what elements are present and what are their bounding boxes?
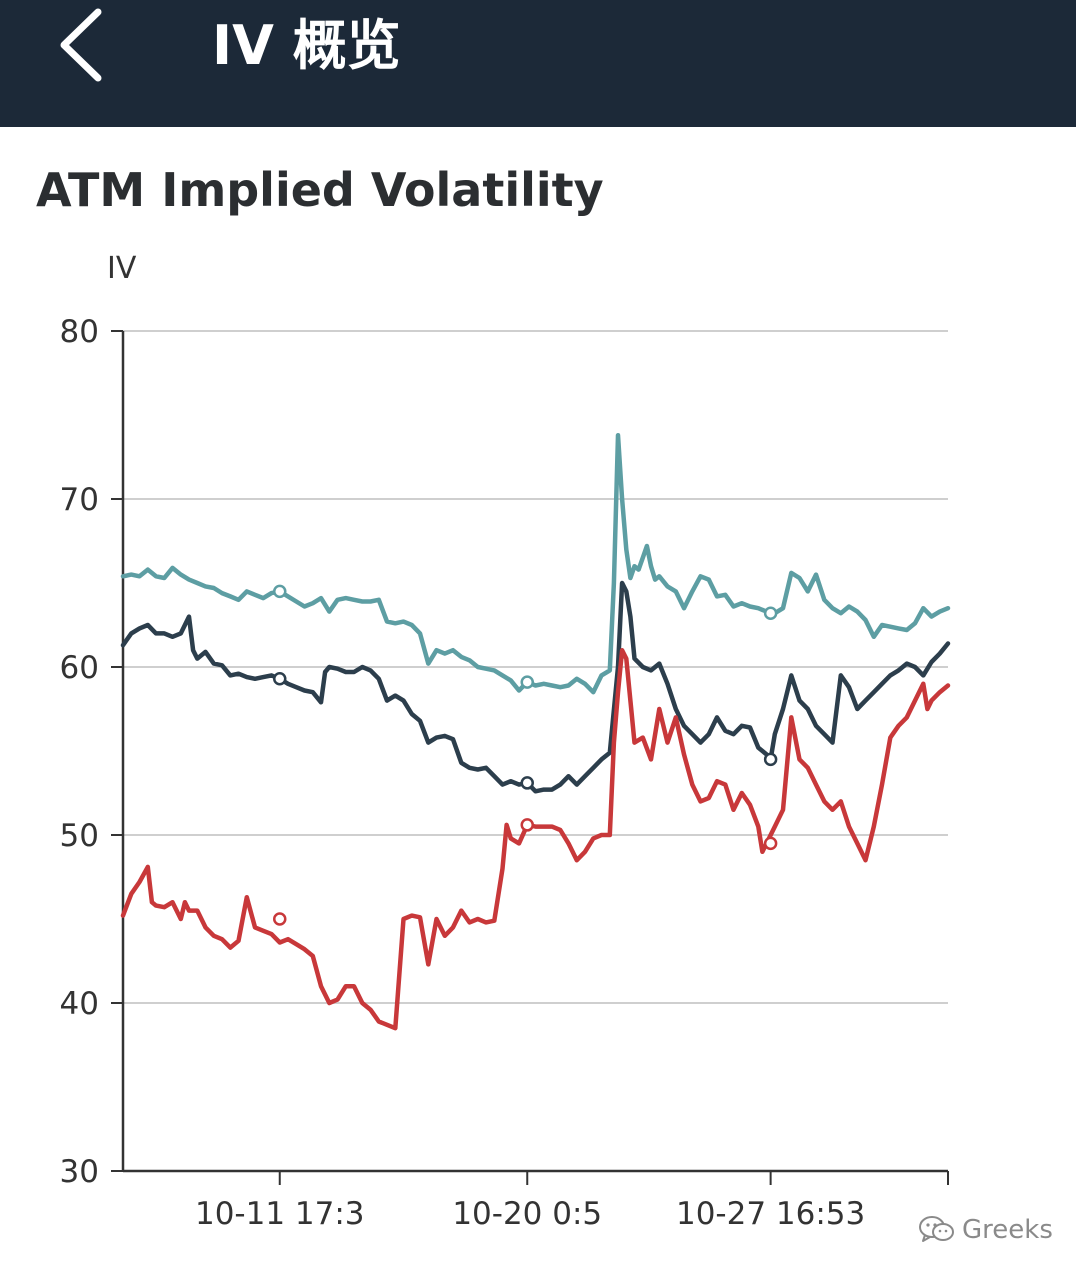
series-line-1 xyxy=(120,432,951,695)
y-tick-label: 80 xyxy=(60,314,99,350)
iv-line-chart: IV 30 40 50 60 70 80 10-11 17:3 10-20 0:5 10-27 1… xyxy=(60,251,951,1232)
series-3-marker xyxy=(520,818,534,832)
series-2-marker xyxy=(273,672,287,686)
y-axis-label: IV xyxy=(107,251,137,286)
series-line-3 xyxy=(120,647,951,1031)
y-tick-label: 70 xyxy=(60,482,99,518)
x-tick-label: 10-27 16:53 xyxy=(676,1196,865,1232)
y-tick-label: 30 xyxy=(60,1154,99,1190)
watermark: Greeks xyxy=(918,1210,1053,1250)
wechat-icon xyxy=(919,1216,954,1242)
app-header: IV 概览 xyxy=(0,0,1076,127)
x-tick-label: 10-20 0:5 xyxy=(452,1196,602,1232)
series-3-marker xyxy=(273,912,287,926)
chart-title: ATM Implied Volatility xyxy=(36,163,604,217)
y-tick-label: 40 xyxy=(60,986,99,1022)
series-2-marker xyxy=(763,752,778,767)
series-2-marker xyxy=(520,776,534,790)
series-3-marker xyxy=(763,836,778,851)
x-tick-label: 10-11 17:3 xyxy=(195,1196,365,1232)
series-1-marker xyxy=(520,675,534,689)
back-button[interactable] xyxy=(46,6,116,82)
watermark-text: Greeks xyxy=(962,1215,1053,1245)
series-1-marker xyxy=(273,584,287,599)
series-1-marker xyxy=(763,606,778,620)
y-tick-label: 60 xyxy=(60,650,99,686)
chevron-left-icon xyxy=(60,8,102,82)
series-line-2 xyxy=(120,580,951,794)
y-tick-label: 50 xyxy=(60,818,99,854)
page-title: IV 概览 xyxy=(212,14,401,77)
